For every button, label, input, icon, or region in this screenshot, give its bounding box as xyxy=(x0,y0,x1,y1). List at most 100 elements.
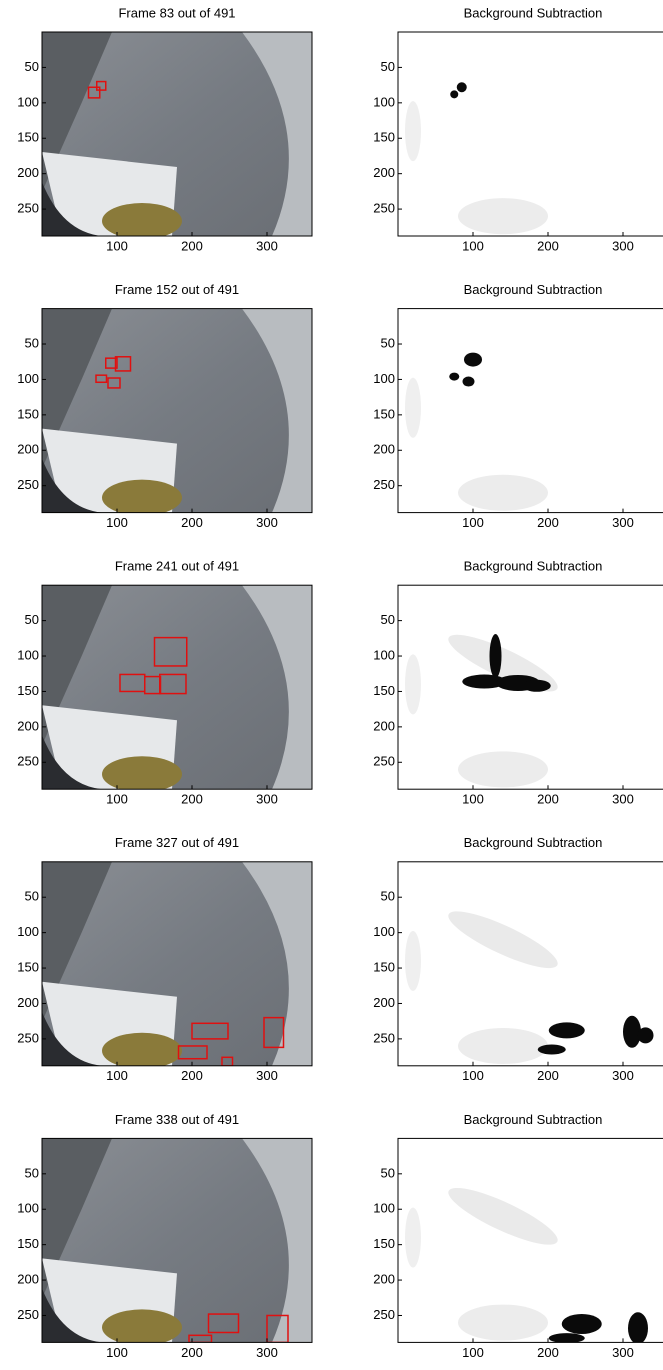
noise xyxy=(405,654,421,714)
foreground-blob xyxy=(490,634,502,678)
foreground-blob xyxy=(463,377,475,387)
image xyxy=(398,585,663,789)
x-tick-label: 300 xyxy=(612,1345,634,1360)
y-tick-label: 50 xyxy=(381,335,395,350)
image xyxy=(398,309,663,513)
noise xyxy=(458,1028,548,1064)
noise xyxy=(458,198,548,234)
x-tick-label: 200 xyxy=(537,1068,559,1083)
x-tick-label: 100 xyxy=(462,238,484,253)
noise xyxy=(405,931,421,991)
y-tick-label: 50 xyxy=(381,612,395,627)
image xyxy=(42,309,312,516)
y-tick-label: 150 xyxy=(373,130,395,145)
x-tick-label: 200 xyxy=(181,1345,203,1360)
y-tick-label: 150 xyxy=(17,130,39,145)
y-tick-label: 250 xyxy=(17,201,39,216)
y-tick-label: 100 xyxy=(17,647,39,662)
image xyxy=(42,1138,312,1345)
panel-title: Background Subtraction xyxy=(464,559,603,574)
x-tick-label: 200 xyxy=(181,1068,203,1083)
x-tick-label: 300 xyxy=(612,1068,634,1083)
panel-title: Frame 83 out of 491 xyxy=(118,5,235,20)
plant xyxy=(102,1033,182,1069)
panel-title: Background Subtraction xyxy=(464,1112,603,1127)
frame-panel: Frame 338 out of 49110020030050100150200… xyxy=(17,1112,312,1360)
x-tick-label: 100 xyxy=(106,515,128,530)
y-tick-label: 200 xyxy=(17,995,39,1010)
noise xyxy=(405,1208,421,1268)
x-tick-label: 100 xyxy=(462,1345,484,1360)
y-tick-label: 200 xyxy=(17,165,39,180)
y-tick-label: 150 xyxy=(373,1236,395,1251)
y-tick-label: 250 xyxy=(373,1307,395,1322)
y-tick-label: 100 xyxy=(17,371,39,386)
x-tick-label: 300 xyxy=(612,515,634,530)
noise xyxy=(405,101,421,161)
foreground-blob xyxy=(623,1016,641,1048)
x-tick-label: 300 xyxy=(256,238,278,253)
y-tick-label: 200 xyxy=(17,1272,39,1287)
y-tick-label: 250 xyxy=(373,477,395,492)
foreground-blob xyxy=(538,1045,566,1055)
y-tick-label: 250 xyxy=(373,1030,395,1045)
foreground-blob xyxy=(628,1312,648,1344)
frame-panel: Frame 327 out of 49110020030050100150200… xyxy=(17,835,312,1083)
image xyxy=(42,862,312,1069)
y-tick-label: 200 xyxy=(373,442,395,457)
foreground-blob xyxy=(549,1022,585,1038)
y-tick-label: 150 xyxy=(17,406,39,421)
foreground-blob xyxy=(449,373,459,381)
y-tick-label: 250 xyxy=(17,1030,39,1045)
foreground-blob xyxy=(457,82,467,92)
foreground-blob xyxy=(549,1333,585,1343)
y-tick-label: 100 xyxy=(373,94,395,109)
y-tick-label: 50 xyxy=(25,1165,39,1180)
y-tick-label: 150 xyxy=(373,959,395,974)
y-tick-label: 100 xyxy=(373,647,395,662)
y-tick-label: 150 xyxy=(17,959,39,974)
y-tick-label: 250 xyxy=(17,1307,39,1322)
foreground-blob xyxy=(464,353,482,367)
y-tick-label: 50 xyxy=(25,612,39,627)
y-tick-label: 250 xyxy=(17,754,39,769)
noise xyxy=(458,751,548,787)
x-tick-label: 200 xyxy=(537,792,559,807)
x-tick-label: 100 xyxy=(462,515,484,530)
x-tick-label: 300 xyxy=(612,792,634,807)
panel-title: Frame 241 out of 491 xyxy=(115,559,239,574)
y-tick-label: 100 xyxy=(17,924,39,939)
plant xyxy=(102,1309,182,1345)
y-tick-label: 100 xyxy=(373,371,395,386)
x-tick-label: 100 xyxy=(462,1068,484,1083)
y-tick-label: 100 xyxy=(373,1201,395,1216)
y-tick-label: 50 xyxy=(25,59,39,74)
x-tick-label: 200 xyxy=(537,515,559,530)
x-tick-label: 200 xyxy=(181,515,203,530)
y-tick-label: 200 xyxy=(373,718,395,733)
x-tick-label: 100 xyxy=(106,1068,128,1083)
x-tick-label: 300 xyxy=(256,1345,278,1360)
y-tick-label: 50 xyxy=(381,59,395,74)
y-tick-label: 200 xyxy=(373,995,395,1010)
figure: Frame 83 out of 491 100 200 300 50 100 150 200 2… xyxy=(0,0,663,1365)
image xyxy=(398,862,663,1066)
background-panel: Background Subtraction100200300501001502… xyxy=(373,1112,663,1360)
y-tick-label: 50 xyxy=(25,889,39,904)
y-tick-label: 200 xyxy=(17,718,39,733)
image xyxy=(42,585,312,792)
panel-title: Background Subtraction xyxy=(464,835,603,850)
image xyxy=(42,32,312,239)
y-tick-label: 50 xyxy=(381,889,395,904)
y-tick-label: 100 xyxy=(17,1201,39,1216)
x-tick-label: 100 xyxy=(106,238,128,253)
x-tick-label: 300 xyxy=(256,792,278,807)
y-tick-label: 150 xyxy=(373,683,395,698)
y-tick-label: 100 xyxy=(373,924,395,939)
y-tick-label: 50 xyxy=(381,1165,395,1180)
